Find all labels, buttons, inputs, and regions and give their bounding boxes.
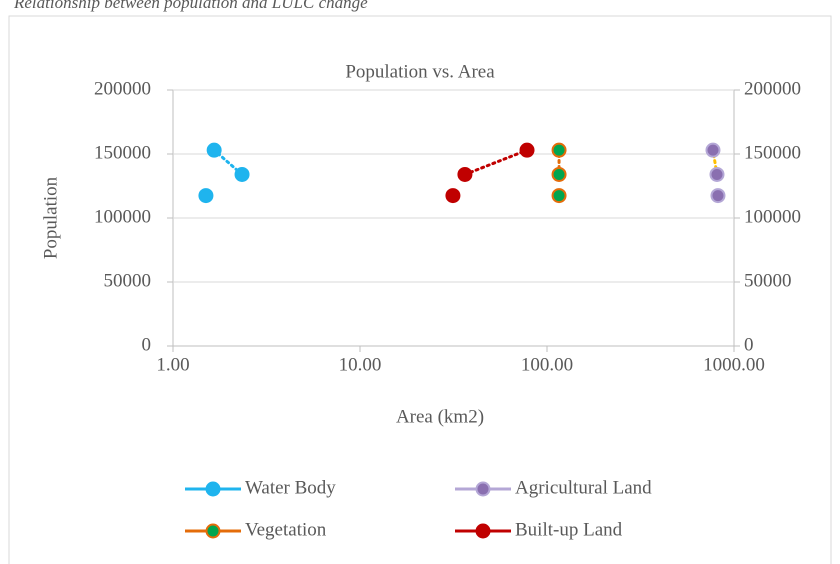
point (710, 188, 726, 204)
legend-marker (205, 481, 221, 497)
y2-tick-label: 200000 (744, 78, 801, 99)
y-axis-title: Population (40, 176, 61, 259)
point (519, 142, 535, 158)
point (705, 142, 721, 158)
point (445, 188, 461, 204)
chart-frame (8, 15, 832, 564)
point (198, 188, 214, 204)
caption: Relationship between population and LULC… (13, 0, 368, 12)
point (551, 188, 567, 204)
y-tick-label: 100000 (94, 206, 151, 227)
x-tick-label: 100.00 (521, 354, 573, 375)
legend-label: Vegetation (245, 519, 327, 540)
point (551, 166, 567, 182)
x-tick-label: 10.00 (339, 354, 382, 375)
y2-tick-label: 50000 (744, 270, 792, 291)
y2-tick-label: 100000 (744, 206, 801, 227)
y2-tick-label: 0 (744, 334, 754, 355)
legend-label: Water Body (245, 477, 336, 498)
y-tick-label: 150000 (94, 142, 151, 163)
x-axis-title: Area (km2) (396, 406, 484, 427)
point (234, 166, 250, 182)
y2-tick-label: 150000 (744, 142, 801, 163)
y-tick-label: 0 (142, 334, 152, 355)
x-tick-label: 1.00 (156, 354, 189, 375)
legend-label: Built-up Land (515, 519, 623, 540)
y-tick-label: 200000 (94, 78, 151, 99)
legend-label: Agricultural Land (515, 477, 652, 498)
y-tick-label: 50000 (104, 270, 152, 291)
legend-marker (475, 481, 491, 497)
legend-marker (475, 523, 491, 539)
point (551, 142, 567, 158)
point (206, 142, 222, 158)
point (457, 166, 473, 182)
chart-title: Population vs. Area (345, 61, 495, 82)
legend-marker (205, 523, 221, 539)
point (709, 166, 725, 182)
connector (463, 148, 529, 176)
x-tick-label: 1000.00 (703, 354, 765, 375)
